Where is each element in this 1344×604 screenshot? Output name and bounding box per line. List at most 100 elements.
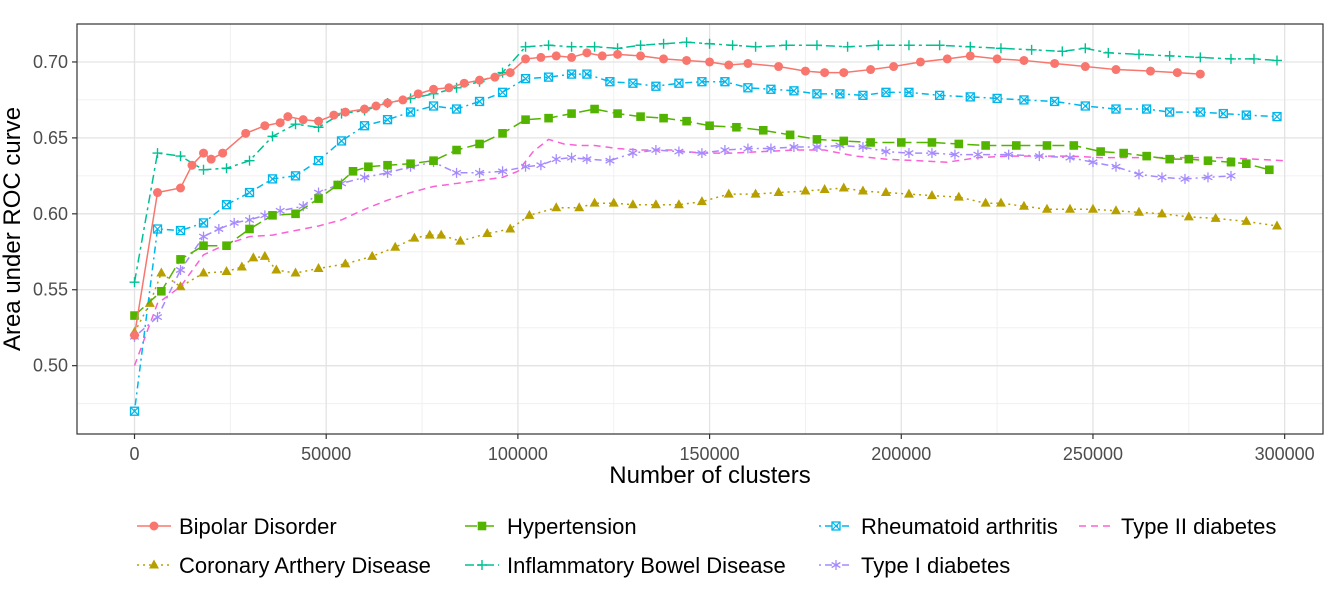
point-marker	[857, 185, 868, 195]
point-marker	[954, 139, 964, 149]
marker-box	[628, 78, 638, 88]
marker-box	[720, 77, 730, 87]
marker-box	[313, 156, 324, 166]
series-type-i-diabetes	[129, 140, 1236, 342]
x-tick-label: 150000	[680, 444, 740, 464]
point-marker	[1110, 205, 1121, 215]
point-marker	[482, 228, 493, 238]
point-marker	[313, 156, 324, 166]
point-marker	[543, 72, 554, 82]
point-marker	[842, 41, 853, 52]
point-marker	[551, 202, 562, 212]
marker-cross	[720, 77, 730, 87]
point-marker	[245, 224, 254, 234]
point-marker	[290, 119, 301, 130]
y-axis-title: Area under ROC curve	[0, 107, 26, 351]
point-marker	[659, 54, 669, 64]
point-marker	[428, 101, 439, 111]
marker-cross	[1050, 97, 1060, 106]
marker-cross	[789, 86, 799, 96]
point-marker	[474, 167, 485, 178]
point-marker	[1003, 149, 1014, 160]
point-marker	[1069, 141, 1079, 150]
point-marker	[903, 40, 914, 51]
point-marker	[773, 187, 784, 197]
point-marker	[1057, 46, 1068, 57]
point-marker	[383, 160, 392, 170]
point-marker	[267, 131, 278, 142]
point-marker	[475, 75, 485, 85]
x-tick-label: 100000	[488, 444, 548, 464]
marker-cross	[245, 188, 254, 197]
series-inflammatory-bowel-disease	[129, 37, 1282, 288]
point-marker	[198, 267, 209, 277]
marker-box	[1049, 96, 1060, 107]
point-marker	[152, 224, 163, 234]
y-tick-label: 0.55	[33, 280, 68, 300]
marker-box	[543, 72, 554, 82]
panel-border	[76, 23, 1324, 435]
point-marker	[175, 225, 186, 236]
marker-cross	[337, 136, 346, 146]
point-marker	[1011, 141, 1021, 150]
series-line	[133, 187, 1278, 333]
point-marker	[452, 145, 461, 155]
point-marker	[260, 121, 270, 131]
marker-box	[835, 89, 845, 99]
point-marker	[605, 77, 615, 87]
point-marker	[704, 38, 715, 49]
point-marker	[406, 159, 415, 169]
point-marker	[214, 224, 224, 234]
point-marker	[1164, 107, 1175, 117]
point-marker	[934, 40, 945, 51]
series-line	[133, 138, 1285, 366]
point-marker	[904, 87, 914, 97]
point-marker	[206, 154, 216, 164]
point-marker	[1049, 96, 1060, 107]
point-marker	[424, 229, 435, 239]
legend-item: Type I diabetes	[819, 553, 1010, 578]
marker-cross	[406, 107, 415, 117]
point-marker	[835, 89, 845, 99]
point-marker	[651, 81, 661, 91]
point-marker	[129, 406, 140, 416]
marker-box	[1218, 108, 1228, 119]
point-marker	[1080, 101, 1090, 111]
marker-box	[858, 90, 868, 101]
point-marker	[1064, 203, 1075, 213]
point-marker	[873, 40, 884, 51]
point-marker	[831, 521, 841, 531]
y-tick-label: 0.65	[33, 128, 68, 148]
point-marker	[497, 166, 508, 177]
point-marker	[582, 69, 592, 79]
point-marker	[866, 65, 876, 75]
point-marker	[858, 142, 868, 152]
point-marker	[505, 68, 515, 78]
marker-cross	[199, 218, 208, 228]
marker-cross	[153, 224, 162, 234]
point-marker	[992, 93, 1002, 104]
point-marker	[364, 162, 373, 172]
marker-box	[382, 115, 393, 125]
point-marker	[789, 142, 799, 152]
point-marker	[659, 113, 668, 123]
point-marker	[723, 188, 734, 198]
point-marker	[732, 122, 741, 132]
point-marker	[1026, 44, 1037, 55]
series-bipolar-disorder	[130, 48, 1205, 340]
point-marker	[658, 38, 669, 49]
point-marker	[360, 104, 370, 114]
point-marker	[995, 43, 1006, 54]
point-marker	[896, 138, 906, 147]
point-marker	[627, 199, 638, 209]
point-marker	[831, 560, 841, 570]
y-tick-label: 0.60	[33, 204, 68, 224]
marker-cross	[1165, 107, 1175, 117]
point-marker	[298, 115, 308, 125]
legend-item: Bipolar Disorder	[137, 514, 337, 539]
point-marker	[915, 57, 925, 67]
point-marker	[812, 135, 822, 144]
point-marker	[673, 199, 684, 209]
point-marker	[589, 41, 600, 52]
grid-minor	[77, 24, 1323, 434]
